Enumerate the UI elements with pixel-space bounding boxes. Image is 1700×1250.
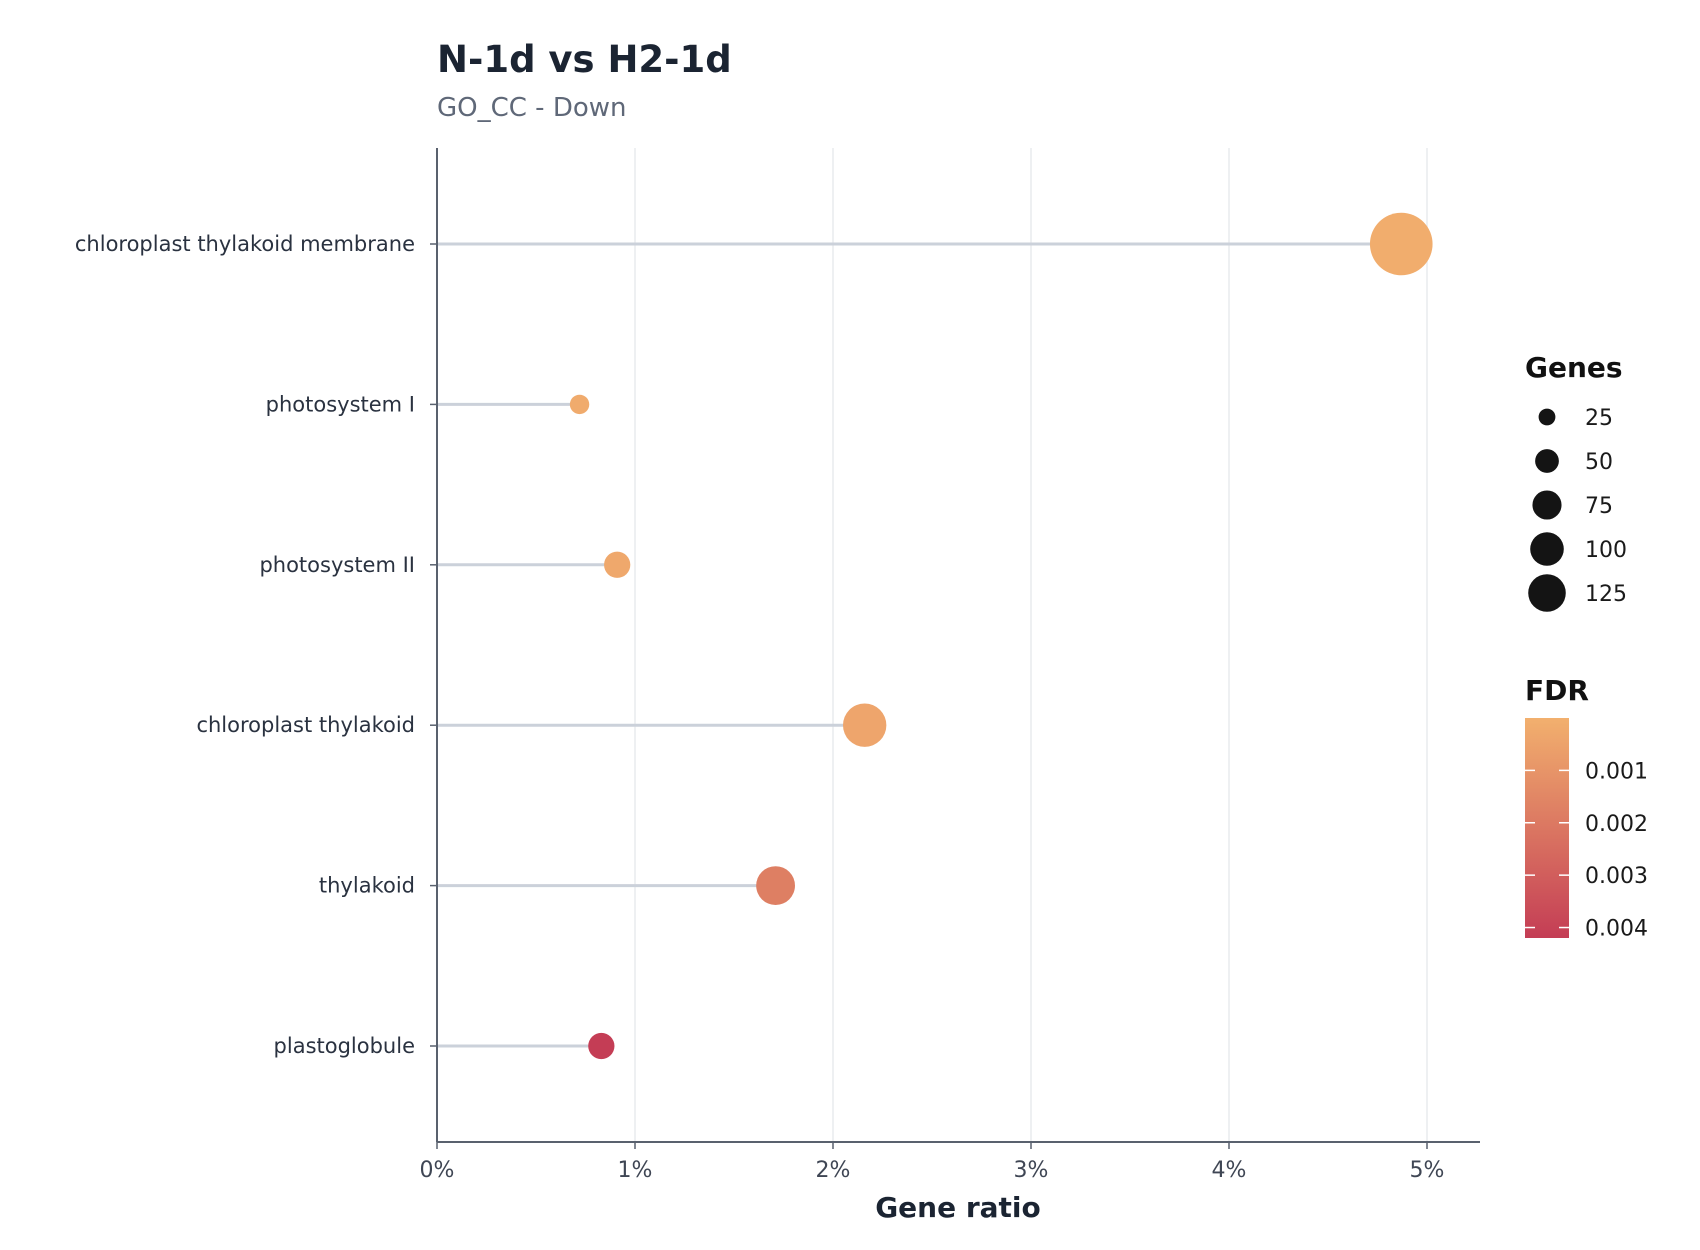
size-legend-dot	[1528, 574, 1566, 612]
size-legend-dot	[1538, 408, 1556, 426]
size-legend-label: 25	[1585, 406, 1613, 431]
x-tick-label: 0%	[420, 1158, 455, 1183]
x-tick-label: 1%	[618, 1158, 653, 1183]
lollipop-dot	[569, 394, 590, 415]
color-legend: FDR 0.001 0.002 0.003 0.004	[1525, 674, 1648, 942]
x-tick-label: 3%	[1014, 1158, 1049, 1183]
category-label: thylakoid	[319, 874, 415, 898]
size-legend-title: Genes	[1525, 351, 1623, 384]
chart-subtitle: GO_CC - Down	[437, 93, 627, 123]
size-legend-label: 50	[1585, 450, 1613, 475]
size-legend-label: 100	[1585, 538, 1627, 563]
x-axis-title: Gene ratio	[875, 1191, 1041, 1224]
x-tick-label: 5%	[1410, 1158, 1445, 1183]
lollipop-dot	[756, 866, 795, 905]
category-label: photosystem II	[259, 553, 415, 577]
x-tick-label: 2%	[816, 1158, 851, 1183]
lollipop-stems	[437, 242, 1402, 1048]
size-legend-dot	[1535, 449, 1559, 473]
size-legend-dot	[1532, 490, 1562, 520]
size-legend-label: 125	[1585, 582, 1627, 607]
category-label: chloroplast thylakoid	[196, 713, 415, 737]
lollipop-dot	[1369, 212, 1433, 276]
grid-lines	[634, 148, 1428, 1142]
size-legend-dot	[1530, 532, 1564, 566]
size-legend: Genes 25 50 75 100 125	[1525, 351, 1627, 612]
category-label: photosystem I	[266, 392, 415, 416]
chart-title: N-1d vs H2-1d	[437, 38, 732, 81]
axes	[430, 148, 1480, 1149]
color-legend-label: 0.001	[1585, 759, 1648, 784]
color-legend-label: 0.004	[1585, 917, 1648, 942]
lollipop-dot	[588, 1032, 615, 1060]
x-tick-label: 4%	[1212, 1158, 1247, 1183]
lollipop-dot	[604, 551, 631, 578]
category-labels: chloroplast thylakoid membrane photosyste…	[75, 232, 415, 1058]
x-tick-labels: 0% 1% 2% 3% 4% 5%	[420, 1158, 1445, 1183]
color-legend-label: 0.002	[1585, 812, 1648, 837]
size-legend-label: 75	[1585, 494, 1613, 519]
category-label: plastoglobule	[274, 1034, 415, 1058]
color-legend-title: FDR	[1525, 674, 1589, 707]
color-legend-label: 0.003	[1585, 864, 1648, 889]
category-label: chloroplast thylakoid membrane	[75, 232, 415, 256]
fdr-colorbar	[1525, 718, 1569, 938]
lollipop-dot	[842, 703, 887, 747]
lollipop-dots	[569, 212, 1433, 1060]
